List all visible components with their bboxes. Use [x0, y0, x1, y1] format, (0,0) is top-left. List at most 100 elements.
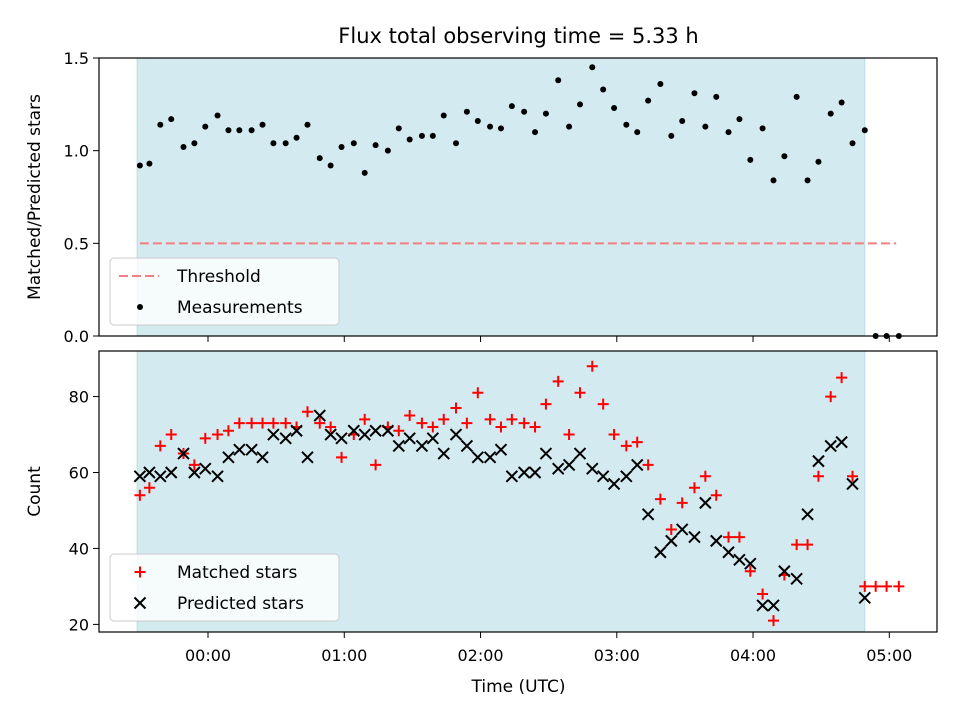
- predicted-star-point: [665, 534, 678, 548]
- matched-star-point: [757, 588, 769, 600]
- predicted-star-point: [858, 591, 871, 605]
- matched-star-point: [134, 489, 146, 501]
- matched-star-point: [280, 417, 292, 429]
- x-tick-label: 03:00: [594, 646, 640, 665]
- predicted-star-point: [437, 447, 450, 460]
- measurement-point: [316, 155, 323, 162]
- legend-label: Predicted stars: [177, 594, 304, 614]
- measurement-point: [634, 129, 641, 136]
- y-tick-label: 20: [69, 615, 89, 634]
- bottom-panel: 20 40 60 80 00:00 01:00 02:00 03:00 04:00 05:00 Co…: [25, 350, 938, 665]
- chart-title: Flux total observing time = 5.33 h: [338, 24, 698, 48]
- predicted-star-point: [722, 546, 735, 559]
- predicted-star-point: [279, 432, 292, 445]
- predicted-star-point: [222, 451, 235, 464]
- matched-star-point: [802, 539, 814, 551]
- measurement-point: [781, 153, 788, 160]
- predicted-star-point: [324, 428, 337, 441]
- predicted-star-point: [733, 553, 746, 567]
- measurement-point: [338, 143, 345, 150]
- measurement-point: [600, 86, 607, 93]
- matched-star-point: [859, 580, 871, 592]
- matched-star-point: [336, 451, 348, 463]
- measurement-point: [304, 121, 311, 128]
- measurement-point: [713, 93, 720, 100]
- predicted-star-point: [675, 523, 689, 536]
- measurement-point: [611, 105, 618, 112]
- matched-star-point: [393, 425, 405, 437]
- predicted-star-point: [710, 534, 723, 548]
- measurement-point: [838, 99, 845, 106]
- matched-star-point: [359, 413, 371, 425]
- predicted-star-point: [846, 477, 859, 491]
- predicted-star-point: [483, 451, 497, 464]
- y-tick-label: 40: [69, 539, 89, 558]
- x-tick-label: 02:00: [457, 646, 503, 665]
- matched-star-point: [461, 417, 473, 429]
- predicted-star-point: [744, 557, 757, 570]
- matched-star-point: [688, 482, 700, 494]
- measurement-point: [191, 140, 198, 147]
- axes-frame: [98, 57, 938, 337]
- measurement-point: [361, 169, 368, 176]
- predicted-star-point: [528, 466, 542, 479]
- matched-star-point: [506, 413, 518, 425]
- matched-star-point: [812, 470, 824, 482]
- matched-star-point: [301, 406, 313, 418]
- measurement-point: [702, 123, 709, 130]
- measurement-point: [248, 127, 255, 134]
- legend-label: Matched stars: [177, 563, 297, 583]
- predicted-star-point: [415, 439, 429, 453]
- measurement-point: [350, 140, 357, 147]
- legend-matched-swatch: [134, 566, 146, 578]
- predicted-star-point: [256, 451, 269, 464]
- x-tick-label: 05:00: [866, 646, 912, 665]
- measurement-point: [759, 125, 766, 132]
- predicted-star-point: [539, 447, 553, 460]
- predicted-star-point: [143, 466, 156, 479]
- measurement-point: [146, 160, 153, 167]
- measurement-point: [293, 134, 300, 141]
- measurement-point: [384, 147, 391, 154]
- measurement-point: [327, 162, 334, 169]
- legend-box: [109, 553, 340, 622]
- predicted-star-point: [607, 477, 621, 491]
- predicted-star-point: [154, 470, 167, 483]
- measurement-point: [725, 129, 732, 136]
- predicted-star-point: [551, 462, 565, 475]
- legend: Matched stars Predicted stars: [109, 553, 340, 622]
- predicted-star-point: [801, 508, 814, 521]
- measurement-point: [521, 108, 528, 115]
- matched-star-point: [744, 565, 756, 577]
- predicted-star-point: [562, 458, 576, 472]
- measurement-point: [282, 140, 289, 147]
- matched-star-point: [597, 398, 609, 410]
- matched-star-point: [654, 493, 666, 505]
- matched-star-point: [893, 580, 905, 592]
- measurement-point: [747, 156, 754, 163]
- matched-star-point: [870, 580, 882, 592]
- predicted-star-point: [596, 470, 610, 483]
- legend-box: [109, 257, 340, 326]
- measurement-point: [202, 123, 209, 130]
- matched-star-point: [710, 489, 722, 501]
- matched-star-point: [267, 417, 279, 429]
- measurement-point: [793, 93, 800, 100]
- matched-star-point: [143, 482, 155, 494]
- y-tick-label: 1.0: [64, 142, 89, 161]
- predicted-star-point: [165, 466, 178, 479]
- predicted-star-point: [381, 424, 395, 437]
- predicted-star-point: [517, 466, 531, 479]
- matched-star-point: [767, 615, 779, 627]
- x-tick-label: 04:00: [730, 646, 776, 665]
- measurement-point: [236, 127, 243, 134]
- y-axis-label: Count: [25, 466, 45, 517]
- predicted-star-point: [586, 462, 599, 475]
- measurement-point: [157, 121, 164, 128]
- measurement-point: [372, 142, 379, 149]
- matched-star-point: [438, 413, 450, 425]
- predicted-star-point: [199, 462, 212, 475]
- matched-star-point: [518, 417, 530, 429]
- predicted-star-point: [778, 565, 791, 578]
- predicted-star-point: [358, 428, 371, 441]
